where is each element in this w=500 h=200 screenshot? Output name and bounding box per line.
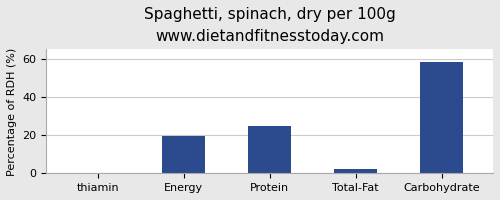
Bar — [420, 62, 463, 173]
Title: Spaghetti, spinach, dry per 100g
www.dietandfitnesstoday.com: Spaghetti, spinach, dry per 100g www.die… — [144, 7, 396, 44]
Bar — [248, 126, 291, 173]
Bar — [162, 136, 206, 173]
Y-axis label: Percentage of RDH (%): Percentage of RDH (%) — [7, 47, 17, 176]
Bar — [334, 169, 377, 173]
